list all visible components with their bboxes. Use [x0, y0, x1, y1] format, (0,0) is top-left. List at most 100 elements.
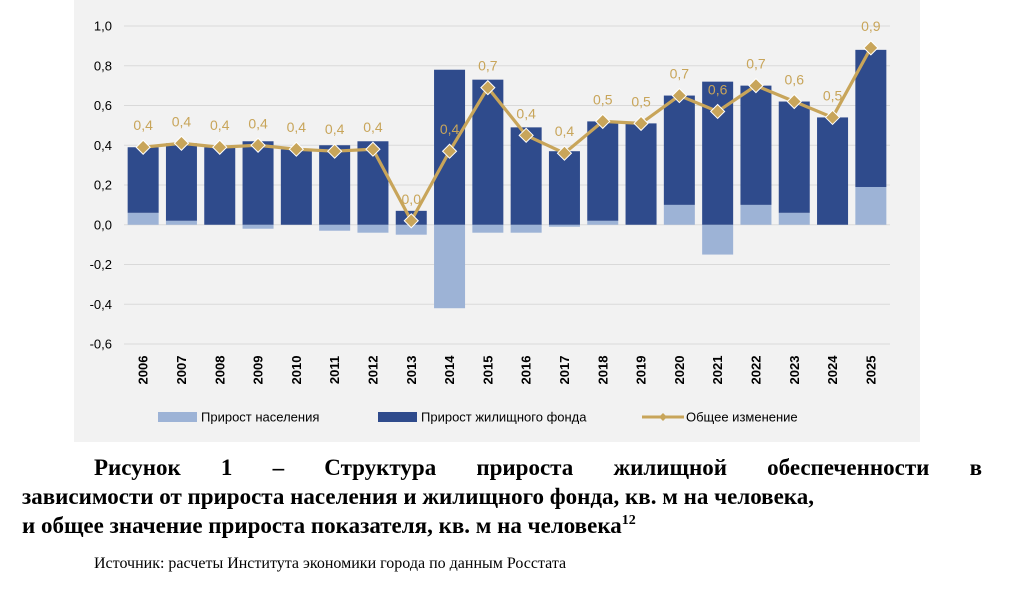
x-tick-label: 2024	[825, 355, 840, 385]
y-tick-label: -0,6	[90, 337, 112, 352]
x-tick-label: 2015	[480, 356, 495, 385]
x-axis: 2006 2007 2008 2009 2010 2011 2012 2013 2014 2015…	[136, 355, 879, 385]
total-change-data-label: 0,6	[708, 81, 728, 97]
bar-housing-growth	[204, 147, 236, 225]
x-tick-label: 2008	[212, 356, 227, 385]
x-tick-label: 2009	[251, 356, 266, 385]
x-tick-label: 2017	[557, 356, 572, 385]
total-change-marker	[326, 143, 343, 159]
bar-population-growth	[663, 204, 695, 225]
legend-label: Общее изменение	[686, 410, 798, 425]
total-change-marker	[212, 139, 228, 155]
total-change-marker	[250, 137, 266, 153]
x-tick-label: 2020	[672, 356, 687, 385]
total-change-marker	[671, 87, 688, 104]
bars	[127, 49, 887, 309]
bar-population-growth	[548, 224, 580, 227]
legend-marker	[659, 413, 667, 421]
x-tick-label: 2006	[136, 356, 151, 385]
total-change-data-label: 0,7	[478, 58, 498, 74]
x-tick-label: 2013	[404, 356, 419, 385]
bar-housing-growth	[855, 49, 887, 187]
legend-label: Прирост жилищного фонда	[421, 410, 587, 425]
y-tick-label: 0,0	[94, 217, 112, 232]
total-change-data-label: 0,7	[670, 66, 690, 82]
bar-population-growth	[587, 220, 619, 225]
bar-housing-growth	[740, 85, 772, 205]
total-change-data-label: 0,5	[823, 87, 843, 103]
bar-population-growth	[242, 224, 274, 229]
y-tick-label: -0,2	[90, 257, 112, 272]
bar-population-growth	[127, 212, 159, 225]
bar-housing-growth	[817, 117, 849, 225]
total-change-data-label: 0,4	[555, 123, 575, 139]
total-change-marker	[365, 141, 381, 157]
total-change-data-label: 0,5	[631, 93, 651, 109]
bar-population-growth	[510, 224, 542, 233]
bar-population-growth	[472, 224, 504, 233]
x-tick-label: 2012	[365, 356, 380, 385]
x-tick-label: 2010	[289, 356, 304, 385]
total-change-marker	[748, 77, 764, 94]
x-tick-label: 2019	[634, 356, 649, 385]
total-change-data-label: 0,4	[133, 117, 153, 133]
x-tick-label: 2018	[595, 356, 610, 385]
total-change-data-label: 0,9	[861, 18, 881, 34]
legend: Прирост населения Прирост жилищного фонда…	[158, 410, 798, 425]
gridlines	[124, 25, 890, 345]
total-change-data-label: 0,4	[516, 105, 536, 121]
y-tick-label: 0,6	[94, 98, 112, 113]
total-change-data-label: 0,4	[287, 119, 307, 135]
total-change-data-label: 0,4	[325, 121, 345, 137]
y-axis: 1,0 0,8 0,6 0,4 0,2 0,0 -0,2 -0,4 -0,6	[90, 19, 112, 352]
total-change-marker	[288, 141, 305, 157]
y-tick-label: 0,8	[94, 58, 112, 73]
total-change-data-label: 0,7	[746, 56, 766, 72]
total-change-marker	[786, 93, 802, 110]
total-change-marker	[403, 213, 419, 229]
total-change-data-label: 0,4	[440, 121, 460, 137]
bar-population-growth	[855, 186, 887, 225]
x-tick-label: 2007	[174, 356, 189, 385]
legend-swatch	[378, 412, 417, 422]
chart-panel: 1,0 0,8 0,6 0,4 0,2 0,0 -0,2 -0,4 -0,6 0,4 0,4 0,4…	[74, 0, 920, 442]
source-note: Источник: расчеты Института экономики го…	[94, 555, 567, 572]
total-change-marker	[173, 135, 190, 151]
bar-housing-growth	[587, 121, 619, 221]
bar-population-growth	[165, 220, 197, 225]
total-change-data-label: 0,5	[593, 91, 613, 107]
total-change-marker	[595, 113, 611, 130]
total-change-marker	[709, 103, 726, 120]
total-change-marker	[824, 109, 841, 126]
total-change-marker	[480, 79, 496, 96]
total-change-marker	[863, 40, 879, 56]
legend-swatch	[158, 412, 197, 422]
bar-housing-growth	[280, 149, 312, 225]
chart: 1,00,80,60,40,20,0-0,2-0,4-0,6 0,4 0,4 0,4…	[90, 18, 890, 425]
bar-population-growth	[434, 224, 466, 309]
total-change-data-label: 0,4	[248, 115, 268, 131]
y-tick-label: 1,0	[94, 19, 112, 34]
bar-housing-growth	[165, 143, 197, 221]
total-change-markers	[135, 40, 879, 229]
x-tick-label: 2021	[710, 356, 725, 385]
bar-housing-growth	[778, 101, 810, 213]
total-change-data-label: 0,4	[363, 119, 383, 135]
bar-population-growth	[395, 224, 427, 235]
total-change-data-label: 0,4	[210, 117, 230, 133]
bar-housing-growth	[127, 147, 159, 213]
bar-housing-growth	[242, 141, 274, 225]
bar-housing-growth	[510, 127, 542, 225]
x-tick-label: 2014	[442, 355, 457, 385]
total-change-marker	[556, 145, 573, 161]
y-tick-label: 0,4	[94, 138, 112, 153]
footnote-ref: 12	[621, 513, 636, 528]
x-tick-label: 2011	[327, 356, 342, 384]
y-tick-label: 0,2	[94, 178, 112, 193]
x-tick-label: 2025	[863, 356, 878, 385]
bar-population-growth	[740, 204, 772, 225]
total-change-marker	[441, 143, 458, 159]
caption-line-2: зависимости от прироста населения и жили…	[22, 484, 814, 509]
figure-caption: Рисунок 1 – Структура прироста жилищной …	[22, 453, 982, 540]
data-labels: 0,4 0,4 0,4 0,4 0,4 0,4 0,4 0,0 0,4 0,7 0,4 0,4 0,5 0…	[133, 18, 880, 207]
